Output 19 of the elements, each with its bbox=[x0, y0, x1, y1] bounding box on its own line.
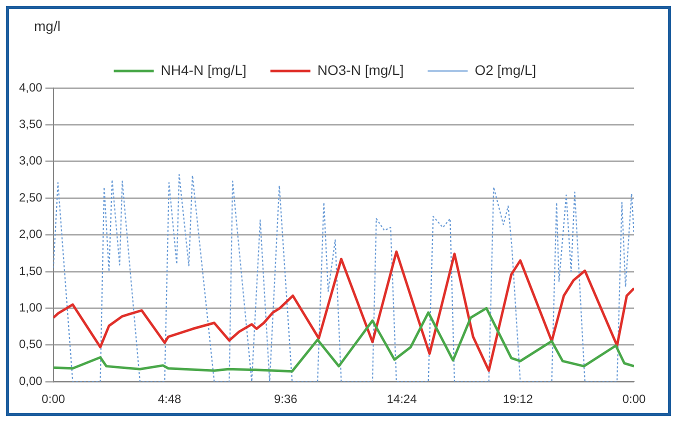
y-tick-label: 2,50 bbox=[18, 190, 43, 204]
y-tick-label: 1,00 bbox=[18, 300, 43, 315]
legend-label: NO3-N [mg/L] bbox=[317, 62, 404, 78]
y-tick-label: 0,00 bbox=[18, 374, 43, 388]
x-tick-label: 0:00 bbox=[622, 392, 646, 406]
x-tick-label: 19:12 bbox=[502, 392, 534, 406]
y-tick-label: 3,50 bbox=[18, 117, 43, 132]
x-tick-label: 9:36 bbox=[274, 392, 298, 406]
y-tick-label: 4,00 bbox=[18, 80, 43, 94]
y-tick-label: 2,00 bbox=[18, 227, 43, 242]
x-tick-label: 14:24 bbox=[386, 392, 418, 406]
y-axis-title: mg/l bbox=[34, 18, 60, 34]
x-tick-label: 0:00 bbox=[42, 392, 66, 406]
y-tick-label: 3,00 bbox=[18, 154, 43, 168]
y-tick-label: 1,50 bbox=[18, 264, 43, 278]
x-tick-label: 4:48 bbox=[158, 392, 182, 406]
y-tick-label: 0,50 bbox=[18, 337, 43, 352]
legend-label: O2 [mg/L] bbox=[474, 62, 536, 78]
legend-label: NH4-N [mg/L] bbox=[160, 62, 246, 78]
